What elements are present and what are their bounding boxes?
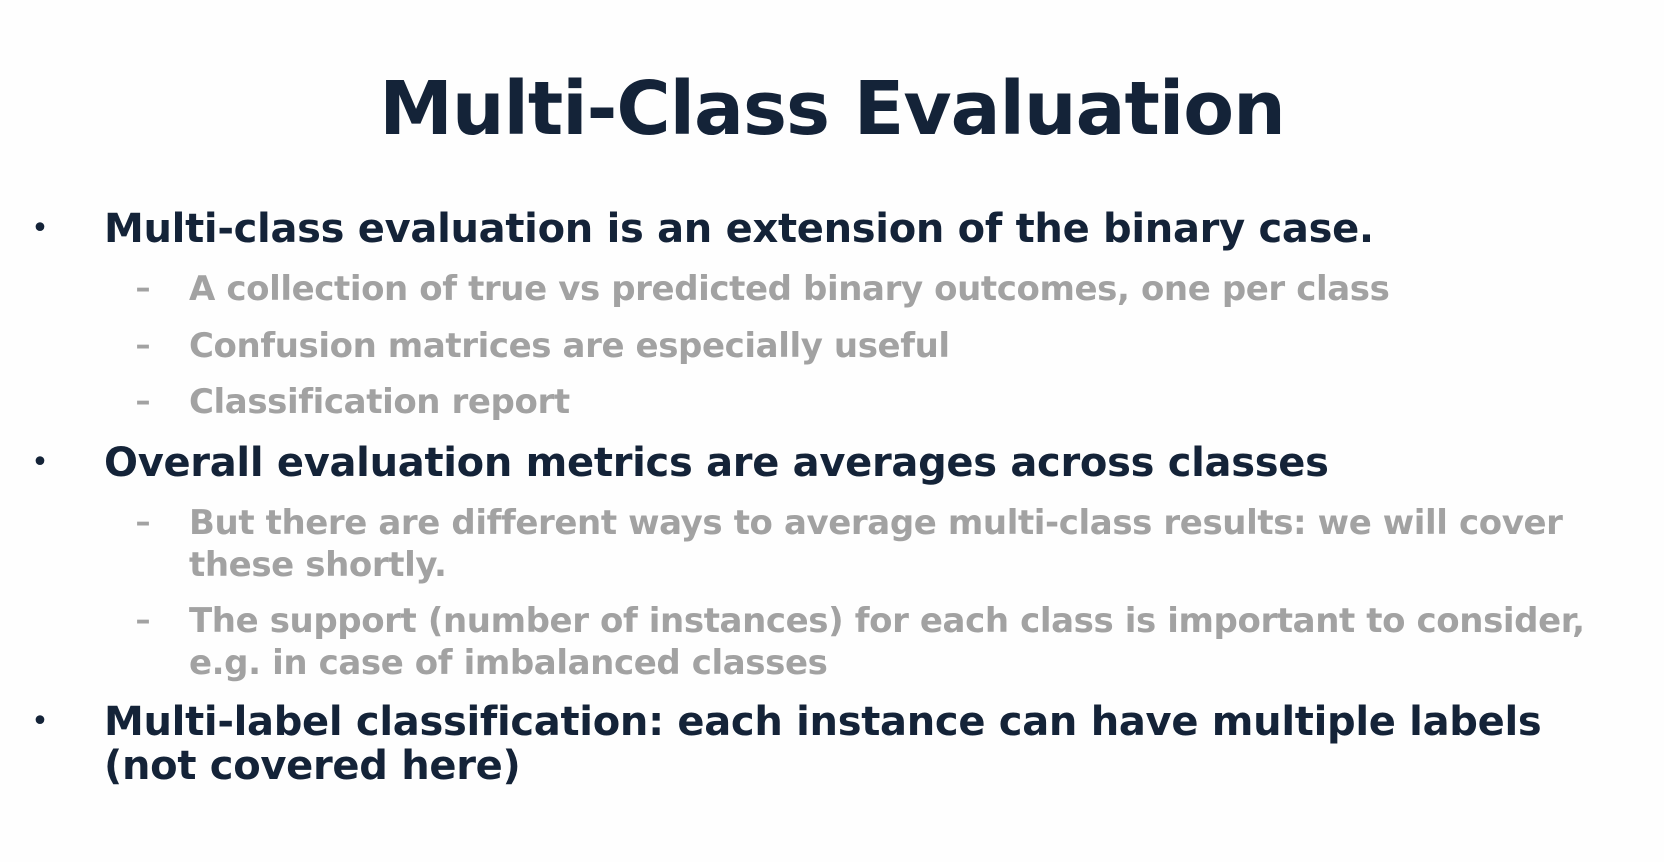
sub-bullet-marker: – (135, 603, 151, 638)
sub-bullet-marker: – (135, 328, 151, 363)
sub-bullet-marker: – (135, 271, 151, 306)
sub-bullet-marker: – (135, 505, 151, 540)
bullet-1-sub-1: A collection of true vs predicted binary… (189, 269, 1390, 309)
bullet-2-text: Overall evaluation metrics are averages … (104, 440, 1329, 486)
slide-title: Multi-Class Evaluation (379, 66, 1286, 152)
bullet-1-sub-3: Classification report (189, 382, 570, 422)
bullet-marker: • (31, 704, 49, 739)
bullet-marker: • (31, 211, 49, 246)
bullet-2-sub-1: But there are different ways to average … (189, 503, 1563, 585)
bullet-2-sub-2: The support (number of instances) for ea… (189, 601, 1585, 683)
bullet-1-sub-2: Confusion matrices are especially useful (189, 326, 950, 366)
bullet-marker: • (31, 445, 49, 480)
sub-bullet-marker: – (135, 384, 151, 419)
bullet-1-text: Multi-class evaluation is an extension o… (104, 206, 1374, 252)
bullet-3-text: Multi-label classification: each instanc… (104, 699, 1542, 789)
